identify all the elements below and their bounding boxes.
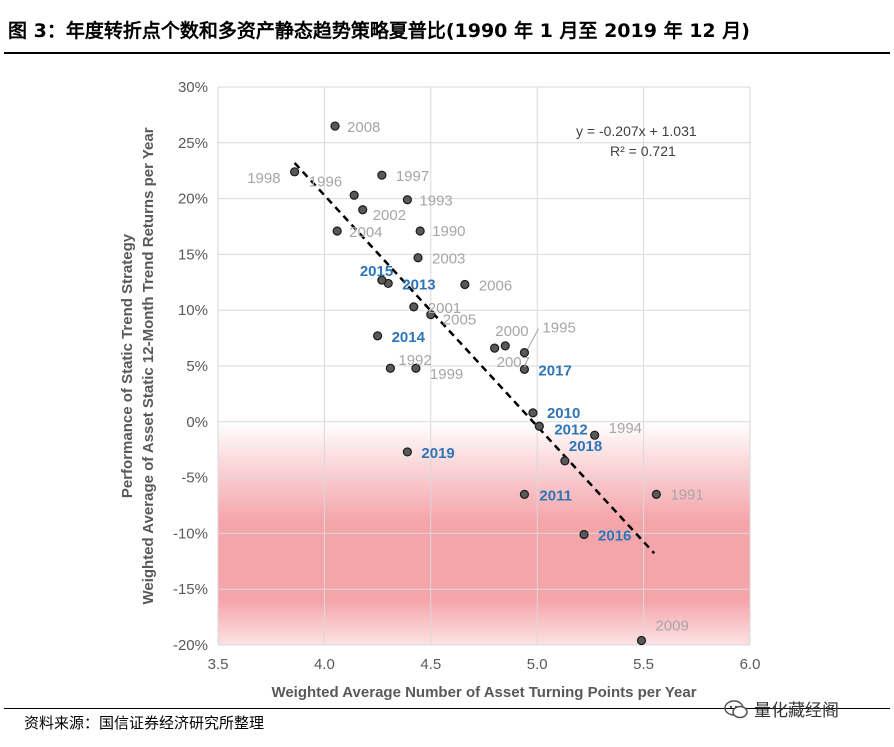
point-2014 — [373, 331, 383, 341]
point-label-2006: 2006 — [479, 278, 512, 295]
point-2017 — [519, 364, 530, 374]
point-2008 — [330, 121, 340, 131]
y-tick-label: 25% — [178, 135, 208, 152]
point-label-2001: 2001 — [428, 300, 461, 317]
point-label-1994: 1994 — [609, 420, 642, 437]
point-label-1997: 1997 — [396, 168, 429, 185]
point-label-2011: 2011 — [539, 487, 572, 504]
x-axis-title: Weighted Average Number of Asset Turning… — [271, 684, 696, 701]
y-tick-label: 0% — [186, 414, 208, 431]
point-label-2019: 2019 — [421, 445, 454, 462]
point-2012 — [534, 421, 544, 431]
x-tick-label: 4.0 — [314, 656, 335, 673]
point-2000 — [500, 341, 510, 351]
point-2002 — [358, 205, 368, 215]
point-2001 — [409, 302, 419, 312]
data-points — [290, 121, 661, 646]
y-axis-ticks: 30% 25% 20% 15% 10% 5% 0% -5% -10% -15% -20% — [173, 79, 208, 654]
trendline-equation: y = -0.207x + 1.031 — [576, 123, 697, 139]
point-1998 — [290, 167, 300, 177]
y-axis-title-line-1: Performance of Static Trend Strategy — [119, 233, 136, 498]
point-1999 — [411, 363, 421, 373]
point-label-2017: 2017 — [538, 362, 571, 379]
wechat-icon — [724, 699, 748, 718]
x-tick-label: 5.0 — [527, 656, 548, 673]
y-tick-label: -10% — [173, 525, 208, 542]
point-label-1990: 1990 — [432, 223, 465, 240]
y-tick-label: 10% — [178, 302, 208, 319]
x-tick-label: 3.5 — [208, 656, 229, 673]
x-tick-label: 5.5 — [633, 656, 654, 673]
point-label-2005: 2005 — [443, 312, 476, 329]
point-label-1996: 1996 — [309, 173, 342, 190]
y-tick-label: 5% — [186, 358, 208, 375]
point-label-1992: 1992 — [398, 352, 431, 369]
watermark: 量化藏经阁 — [724, 696, 839, 721]
point-2019 — [402, 447, 412, 457]
point-2015 — [377, 275, 387, 285]
point-label-2018: 2018 — [569, 438, 602, 455]
point-2018 — [560, 456, 570, 466]
point-label-2002: 2002 — [373, 207, 406, 224]
point-label-1998: 1998 — [247, 170, 280, 187]
point-label-2015: 2015 — [360, 263, 393, 280]
point-2003 — [413, 253, 423, 263]
point-2006 — [460, 279, 470, 290]
point-2016 — [579, 529, 589, 540]
bottom-rule — [4, 708, 890, 709]
x-tick-label: 4.5 — [420, 656, 441, 673]
source-note: 资料来源：国信证券经济研究所整理 — [24, 714, 265, 732]
point-1995 — [519, 348, 530, 358]
point-label-2007: 2007 — [497, 354, 530, 371]
point-2010 — [528, 408, 538, 418]
point-label-2012: 2012 — [554, 421, 587, 438]
figure-title: 图 3：年度转折点个数和多资产静态趋势策略夏普比(1990 年 1 月至 201… — [8, 20, 750, 42]
y-tick-label: -15% — [173, 581, 208, 598]
point-1991 — [651, 489, 661, 499]
point-label-2010: 2010 — [547, 405, 580, 422]
point-label-2003: 2003 — [432, 251, 465, 268]
point-2011 — [519, 489, 530, 499]
x-tick-label: 6.0 — [740, 656, 761, 673]
gridlines — [217, 86, 751, 646]
point-label-2014: 2014 — [392, 329, 426, 346]
point-2009 — [636, 635, 647, 646]
y-tick-label: -5% — [181, 470, 208, 487]
point-1994 — [590, 430, 600, 440]
point-label-2000: 2000 — [495, 323, 528, 340]
point-1996 — [349, 190, 359, 200]
point-1992 — [385, 363, 395, 373]
y-tick-label: 30% — [178, 79, 208, 96]
watermark-text: 量化藏经阁 — [754, 701, 839, 721]
point-label-2004: 2004 — [349, 224, 382, 241]
point-label-1999: 1999 — [430, 366, 463, 383]
point-2005 — [426, 310, 436, 320]
y-tick-label: -20% — [173, 637, 208, 654]
point-label-1993: 1993 — [419, 193, 452, 210]
point-2004 — [332, 226, 342, 236]
point-label-2013: 2013 — [402, 276, 435, 293]
y-tick-label: 20% — [178, 191, 208, 208]
point-label-1995: 1995 — [542, 320, 575, 337]
point-1993 — [402, 195, 412, 205]
x-axis-ticks: 3.5 4.0 4.5 5.0 5.5 6.0 — [208, 656, 761, 673]
trend-line — [293, 162, 656, 555]
point-label-2016: 2016 — [598, 528, 631, 545]
top-rule — [4, 52, 890, 54]
point-labels: 1990 1991 1992 1993 1994 1995 1996 1997 1998 1999… — [247, 119, 704, 634]
trendline-r2: R² = 0.721 — [610, 143, 676, 159]
point-2007 — [490, 343, 500, 353]
y-axis-title-line-2: Weighted Average of Asset Static 12-Mont… — [140, 127, 157, 604]
point-1990 — [415, 226, 425, 236]
point-label-2008: 2008 — [347, 119, 380, 136]
point-label-2009: 2009 — [655, 618, 688, 635]
label-leader-1995 — [526, 328, 539, 350]
point-1997 — [377, 170, 387, 180]
point-label-1991: 1991 — [670, 486, 703, 503]
y-tick-label: 15% — [178, 246, 208, 263]
